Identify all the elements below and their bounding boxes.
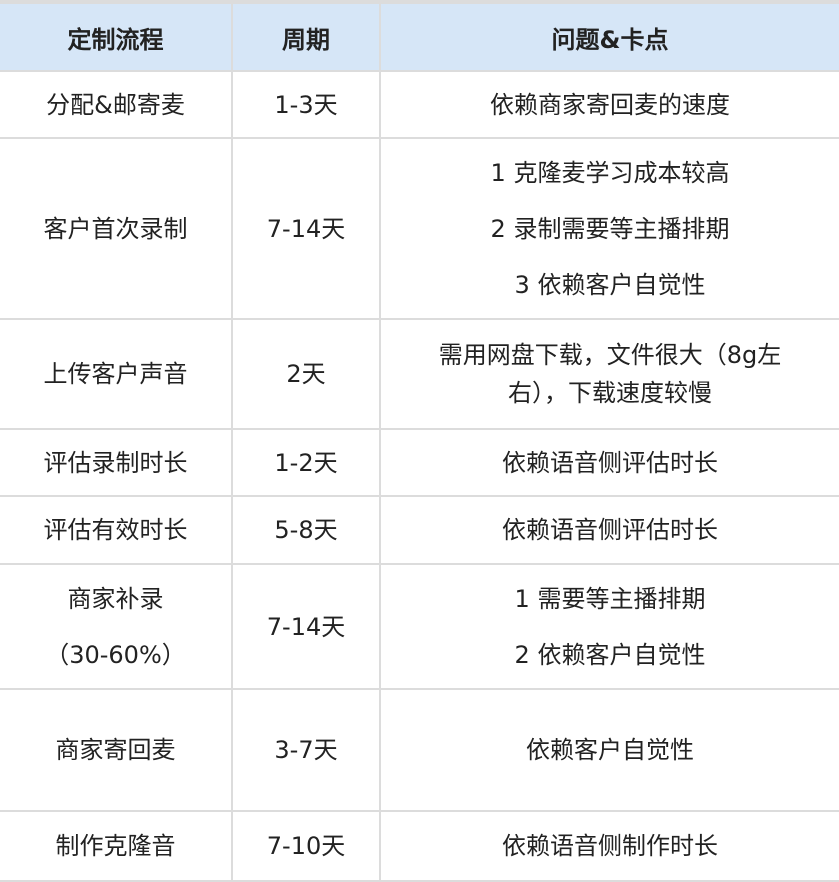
cell-text: 评估录制时长 <box>43 448 188 477</box>
issues-cell: 1 需要等主播排期 2 依赖客户自觉性 <box>379 563 839 690</box>
cell-text: 1-2天 <box>274 448 338 477</box>
period-cell: 3-7天 <box>231 688 381 812</box>
cell-text: 1-3天 <box>274 90 338 119</box>
period-cell: 7-10天 <box>231 810 381 882</box>
cell-text: 2 依赖客户自觉性 <box>514 640 706 669</box>
cell-text: 商家补录 <box>67 584 164 613</box>
period-cell: 1-2天 <box>231 428 381 497</box>
stage-cell: 商家寄回麦 <box>0 688 233 812</box>
issues-cell: 1 克隆麦学习成本较高 2 录制需要等主播排期 3 依赖客户自觉性 <box>379 137 839 320</box>
cell-text: （30-60%） <box>45 640 186 669</box>
stage-cell: 商家补录 （30-60%） <box>0 563 233 690</box>
cell-text: 3 依赖客户自觉性 <box>514 270 706 299</box>
table-row: 商家补录 （30-60%） 7-14天 1 需要等主播排期 2 依赖客户自觉性 <box>0 563 839 690</box>
table-row: 评估录制时长 1-2天 依赖语音侧评估时长 <box>0 428 839 497</box>
cell-text: 2 录制需要等主播排期 <box>490 214 730 243</box>
issues-cell: 依赖商家寄回麦的速度 <box>379 70 839 139</box>
period-cell: 5-8天 <box>231 495 381 565</box>
cell-text: 评估有效时长 <box>43 516 188 544</box>
header-period: 周期 <box>231 0 381 72</box>
issues-cell: 依赖语音侧评估时长 <box>379 495 839 565</box>
cell-text: 依赖客户自觉性 <box>526 736 694 764</box>
issues-cell: 依赖语音侧评估时长 <box>379 428 839 497</box>
issues-cell: 依赖语音侧制作时长 <box>379 810 839 882</box>
cell-text: 依赖语音侧评估时长 <box>502 448 718 477</box>
cell-text: 客户首次录制 <box>43 214 188 243</box>
cell-text: 3-7天 <box>274 736 338 764</box>
issues-cell: 依赖客户自觉性 <box>379 688 839 812</box>
stage-cell: 制作克隆音 <box>0 810 233 882</box>
cell-text: 依赖语音侧制作时长 <box>502 832 718 860</box>
table-row: 商家寄回麦 3-7天 依赖客户自觉性 <box>0 688 839 812</box>
stage-cell: 分配&邮寄麦 <box>0 70 233 139</box>
header-issues: 问题&卡点 <box>379 0 839 72</box>
stage-cell: 上传客户声音 <box>0 318 233 430</box>
stage-cell: 客户首次录制 <box>0 137 233 320</box>
header-stage: 定制流程 <box>0 0 233 72</box>
table-row: 上传客户声音 2天 需用网盘下载，文件很大（8g左右），下载速度较慢 <box>0 318 839 430</box>
stage-cell: 评估有效时长 <box>0 495 233 565</box>
cell-text: 分配&邮寄麦 <box>46 90 185 119</box>
header-row: 定制流程 周期 问题&卡点 <box>0 0 839 72</box>
period-cell: 2天 <box>231 318 381 430</box>
stage-cell: 评估录制时长 <box>0 428 233 497</box>
cell-text: 依赖商家寄回麦的速度 <box>490 90 730 119</box>
cell-text: 1 克隆麦学习成本较高 <box>490 158 730 187</box>
cell-text: 依赖语音侧评估时长 <box>502 516 718 544</box>
cell-text: 7-14天 <box>266 214 346 243</box>
table-row: 客户首次录制 7-14天 1 克隆麦学习成本较高 2 录制需要等主播排期 3 依赖客户自… <box>0 137 839 320</box>
cell-text: 制作克隆音 <box>55 832 176 860</box>
cell-text: 上传客户声音 <box>43 360 188 388</box>
cell-text: 7-10天 <box>266 832 346 860</box>
cell-text: 7-14天 <box>266 612 346 641</box>
cell-text: 2天 <box>286 360 326 388</box>
period-cell: 7-14天 <box>231 563 381 690</box>
cell-text: 5-8天 <box>274 516 338 544</box>
table-row: 分配&邮寄麦 1-3天 依赖商家寄回麦的速度 <box>0 70 839 139</box>
table-row: 评估有效时长 5-8天 依赖语音侧评估时长 <box>0 495 839 565</box>
period-cell: 1-3天 <box>231 70 381 139</box>
cell-text: 1 需要等主播排期 <box>514 584 706 613</box>
cell-text: 需用网盘下载，文件很大（8g左右），下载速度较慢 <box>438 341 782 407</box>
issues-cell: 需用网盘下载，文件很大（8g左右），下载速度较慢 <box>379 318 839 430</box>
table-row: 制作克隆音 7-10天 依赖语音侧制作时长 <box>0 810 839 882</box>
cell-text: 商家寄回麦 <box>55 736 176 764</box>
period-cell: 7-14天 <box>231 137 381 320</box>
